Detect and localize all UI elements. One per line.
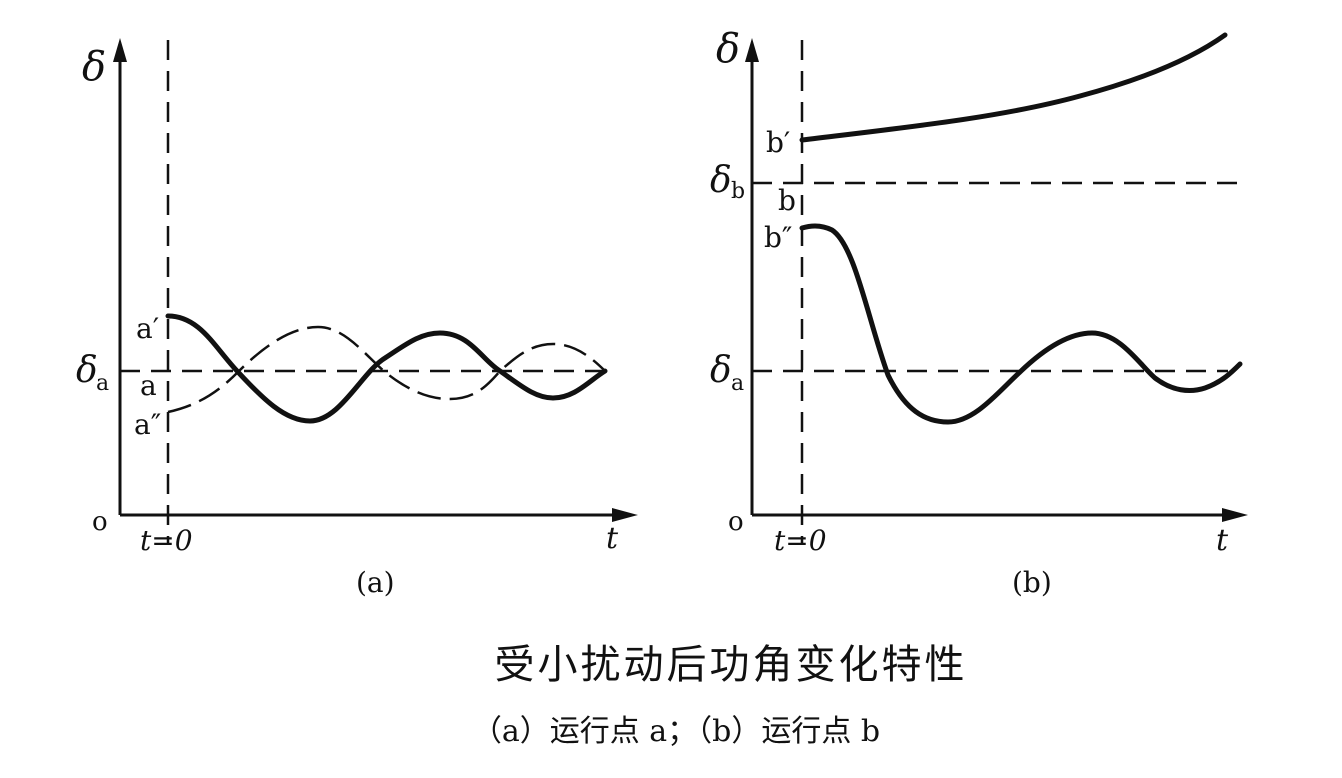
panel-b-delta-a-subscript: a <box>731 371 744 396</box>
panel-a-y-axis-arrow <box>113 38 127 62</box>
panel-b-diverging-curve <box>799 32 1228 143</box>
panel-b-point-b: b <box>778 184 796 217</box>
panel-b-converging-curve <box>799 223 1243 425</box>
panel-a-point-a: a <box>140 369 157 402</box>
panel-a-x-axis-arrow <box>612 508 638 522</box>
panel-b-delta-b-label: δ b <box>710 160 745 204</box>
panel-b-t0-label: t=0 <box>774 524 827 557</box>
panel-b: δ o t t=0 δ b δ a b′ b b″ (b) <box>710 26 1248 599</box>
panel-b-origin-label: o <box>728 507 744 537</box>
panel-b-x-axis-arrow <box>1222 508 1248 522</box>
panel-a-y-axis-label: δ <box>82 44 106 90</box>
panel-b-delta-a-label: δ a <box>710 350 744 396</box>
panel-a-t0-label: t=0 <box>140 524 193 557</box>
panel-b-x-axis-label: t <box>1216 523 1229 558</box>
panel-a-delta-a-label: δ a <box>76 350 109 396</box>
panel-b-delta-b-subscript: b <box>731 179 745 204</box>
panel-a-delta-a-subscript: a <box>96 371 109 396</box>
panel-b-delta-b-symbol: δ <box>710 160 732 201</box>
panel-b-y-axis-arrow <box>745 38 759 62</box>
panel-a: δ o t t=0 δ a a′ a a″ (a) <box>76 38 638 599</box>
panel-a-point-a-prime: a′ <box>136 312 159 345</box>
panel-b-delta-a-symbol: δ <box>710 350 732 391</box>
panel-b-caption-label: (b) <box>1012 566 1052 599</box>
panel-b-y-axis-label: δ <box>716 26 740 72</box>
panel-a-point-a-double-prime: a″ <box>134 408 161 441</box>
panel-b-point-b-double-prime: b″ <box>764 221 792 254</box>
panel-a-origin-label: o <box>92 507 108 537</box>
figure-caption-title: 受小扰动后功角变化特性 <box>494 642 968 688</box>
panel-a-delta-a-symbol: δ <box>76 350 98 391</box>
figure-caption-subtitle: （a）运行点 a；（b）运行点 b <box>471 714 881 749</box>
panel-b-point-b-prime: b′ <box>766 126 790 159</box>
panel-a-caption-label: (a) <box>356 566 395 599</box>
panel-a-solid-curve <box>165 313 608 424</box>
panel-a-dashed-curve <box>167 325 606 414</box>
panel-a-x-axis-label: t <box>606 521 619 556</box>
